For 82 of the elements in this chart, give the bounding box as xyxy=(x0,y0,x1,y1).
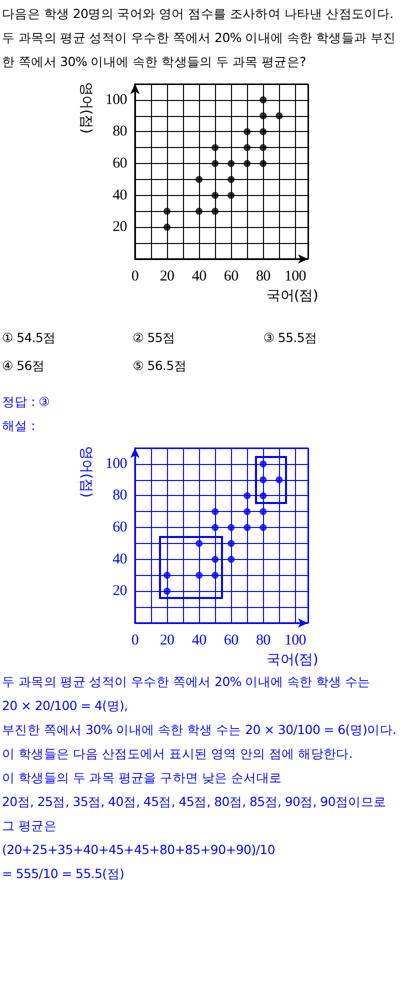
x-tick-label: 40 xyxy=(192,268,206,284)
text: 이 학생들은 다음 산점도에서 표시된 영역 안의 점에 해당한다. xyxy=(2,745,354,763)
y-tick-label: 40 xyxy=(112,187,127,204)
point xyxy=(196,176,203,183)
x-tick-label: 80 xyxy=(256,268,270,284)
x-tick-label: 80 xyxy=(256,632,270,648)
text: 해설 : xyxy=(1,417,36,435)
point xyxy=(212,208,219,215)
point xyxy=(196,540,203,547)
point xyxy=(260,492,267,500)
text: 두 과목의 평균 성적이 우수한 쪽에서 20% 이내에 속한 학생 수는 xyxy=(2,673,372,691)
text: 20 × 20/100 = 4(명), xyxy=(2,697,129,715)
point xyxy=(260,112,267,120)
point xyxy=(228,160,235,168)
point xyxy=(228,524,235,532)
y-axis-title: 영어(점) xyxy=(77,446,95,498)
text: 20점, 25점, 35점, 40점, 45점, 45점, 80점, 85점, 90점, 90점이므로 그 평균은 xyxy=(2,793,388,835)
text: 정답 : ③ xyxy=(1,393,51,411)
point xyxy=(276,476,283,484)
point xyxy=(260,160,267,168)
y-tick-label: 60 xyxy=(112,520,127,536)
x-tick-label: 20 xyxy=(160,632,174,648)
x-tick-label: 60 xyxy=(224,268,238,284)
y-tick-label: 80 xyxy=(112,488,127,504)
y-tick-label: 80 xyxy=(112,124,127,140)
point xyxy=(260,508,267,516)
point xyxy=(244,160,251,168)
point xyxy=(164,208,171,215)
point xyxy=(260,460,267,468)
point xyxy=(228,556,235,563)
point xyxy=(244,128,251,136)
y-axis-title: 영어(점) xyxy=(77,82,95,134)
x-tick-label: 20 xyxy=(160,268,174,284)
chart-title: 다음은 학생 20명의 국어와 영어 점수를 조사하여 나타낸 산점도이다. 두 과목의 평균 성적이 우수한 쪽에서 20% 이내에 속한 학생들과 부진한 쪽에서 30% 이내에 속한 학생들의 두 과목 평균은? xyxy=(1,5,397,71)
x-tick-label: 60 xyxy=(224,632,238,648)
x-tick-label: 40 xyxy=(192,632,206,648)
text: ③ 55.5점 xyxy=(263,329,318,347)
point xyxy=(164,588,171,595)
point xyxy=(196,572,203,579)
y-tick-label: 40 xyxy=(112,551,127,568)
point xyxy=(212,160,219,168)
text: ④ 56점 xyxy=(2,357,46,375)
point xyxy=(212,144,219,152)
point xyxy=(228,176,235,183)
x-tick-label: 100 xyxy=(284,632,306,648)
point xyxy=(260,524,267,532)
point xyxy=(164,224,171,231)
point xyxy=(212,524,219,532)
point xyxy=(212,508,219,516)
text: 부진한 쪽에서 30% 이내에 속한 학생 수는 20 × 30/100 = 6(명)이다. xyxy=(2,721,398,739)
point xyxy=(164,572,171,579)
text: ① 54.5점 xyxy=(2,329,57,347)
point xyxy=(228,540,235,547)
point xyxy=(260,128,267,136)
y-tick-label: 60 xyxy=(112,156,127,172)
x-axis-title: 국어(점) xyxy=(266,651,318,669)
point xyxy=(244,524,251,532)
point xyxy=(276,112,283,120)
y-tick-label: 100 xyxy=(105,92,127,108)
text: ⑤ 56.5점 xyxy=(132,357,188,375)
point xyxy=(212,572,219,579)
y-tick-label: 100 xyxy=(105,456,127,472)
y-tick-label: 20 xyxy=(112,219,127,236)
point xyxy=(260,476,267,484)
point xyxy=(244,144,251,152)
point xyxy=(260,96,267,104)
point xyxy=(212,192,219,199)
text: ② 55점 xyxy=(132,329,176,347)
x-tick-label: 0 xyxy=(131,268,139,284)
point xyxy=(244,492,251,500)
point xyxy=(212,556,219,563)
x-tick-label: 100 xyxy=(284,268,306,284)
point xyxy=(228,192,235,199)
point xyxy=(196,208,203,215)
x-axis-title: 국어(점) xyxy=(266,287,318,305)
text: (20+25+35+40+45+45+80+85+90+90)/10 xyxy=(2,841,276,859)
y-tick-label: 20 xyxy=(112,583,127,600)
point xyxy=(244,508,251,516)
text: = 555/10 = 55.5(점) xyxy=(2,865,126,883)
point xyxy=(260,144,267,152)
text: 이 학생들의 두 과목 평균을 구하면 낮은 순서대로 xyxy=(2,769,283,787)
x-tick-label: 0 xyxy=(131,632,139,648)
